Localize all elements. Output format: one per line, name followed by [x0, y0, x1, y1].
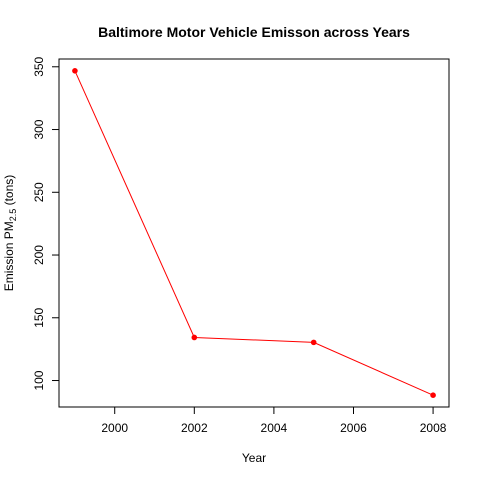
data-point	[191, 334, 198, 341]
y-tick-label: 350	[32, 56, 46, 76]
x-tick-label: 2004	[261, 421, 288, 435]
x-tick-label: 2008	[420, 421, 447, 435]
y-axis-label-prefix: Emission PM	[2, 221, 16, 291]
series-line	[74, 70, 434, 396]
x-axis: 2000 2002 2004 2006 2008	[101, 407, 447, 435]
data-point	[310, 339, 317, 346]
y-tick-label: 250	[32, 182, 46, 202]
y-tick-label: 150	[32, 307, 46, 327]
x-tick-label: 2000	[101, 421, 128, 435]
chart-title: Baltimore Motor Vehicle Emisson across Y…	[98, 24, 410, 40]
y-axis-label-suffix: (tons)	[2, 175, 16, 209]
plot-frame	[58, 58, 450, 408]
y-axis: 100 150 200 250 300 350	[32, 56, 59, 391]
y-tick-label: 100	[32, 370, 46, 390]
y-axis-label-subscript: 2.5	[8, 209, 18, 222]
x-tick-label: 2002	[181, 421, 208, 435]
data-point	[430, 392, 436, 399]
x-tick-label: 2006	[340, 421, 367, 435]
y-tick-label: 200	[32, 245, 46, 265]
y-axis-label: Emission PM2.5 (tons)	[2, 175, 18, 292]
y-tick-label: 300	[32, 119, 46, 139]
x-axis-label: Year	[242, 451, 266, 465]
series-layer	[72, 67, 436, 399]
data-point	[72, 67, 78, 74]
